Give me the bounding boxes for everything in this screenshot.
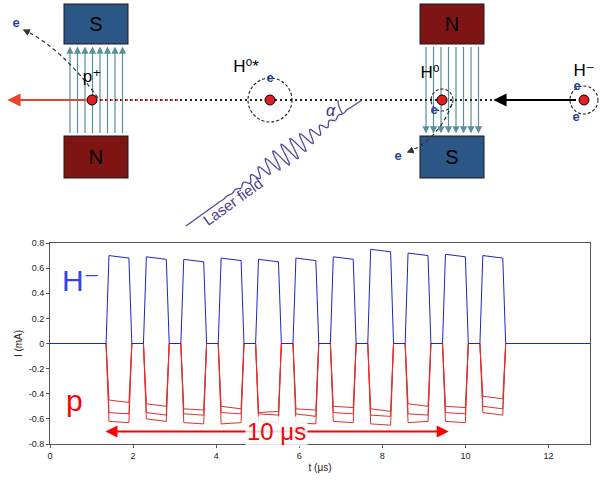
svg-text:4: 4 <box>214 451 219 461</box>
svg-text:6: 6 <box>297 451 302 461</box>
svg-text:12: 12 <box>543 451 553 461</box>
svg-text:0.8: 0.8 <box>32 238 45 248</box>
svg-text:e: e <box>573 78 580 93</box>
svg-text:I (mA): I (mA) <box>13 330 24 357</box>
svg-text:N: N <box>445 13 459 35</box>
svg-text:-0.2: -0.2 <box>29 364 45 374</box>
svg-text:S: S <box>445 146 458 168</box>
svg-text:-0.6: -0.6 <box>29 414 45 424</box>
svg-text:10 μs: 10 μs <box>247 418 306 445</box>
svg-text:10: 10 <box>460 451 470 461</box>
svg-text:0.6: 0.6 <box>32 263 45 273</box>
svg-text:e: e <box>394 148 401 163</box>
svg-text:H⁰: H⁰ <box>420 63 439 82</box>
svg-text:e: e <box>12 15 19 30</box>
svg-text:p: p <box>66 384 83 417</box>
svg-text:e: e <box>430 102 437 117</box>
svg-text:H⁻: H⁻ <box>573 61 594 80</box>
svg-text:H⁰*: H⁰* <box>233 57 259 76</box>
svg-text:H⁻: H⁻ <box>62 264 100 297</box>
svg-text:Laser field: Laser field <box>200 174 266 228</box>
svg-text:8: 8 <box>380 451 385 461</box>
svg-text:p⁺: p⁺ <box>83 67 101 86</box>
svg-text:t (μs): t (μs) <box>309 462 332 473</box>
svg-text:2: 2 <box>131 451 136 461</box>
svg-text:0.4: 0.4 <box>32 288 45 298</box>
svg-text:α: α <box>326 102 336 119</box>
svg-text:-0.4: -0.4 <box>29 389 45 399</box>
svg-text:S: S <box>89 13 102 35</box>
svg-text:0: 0 <box>39 339 44 349</box>
svg-text:0: 0 <box>47 451 52 461</box>
svg-text:e: e <box>572 109 579 124</box>
svg-text:0.2: 0.2 <box>32 314 45 324</box>
svg-text:-0.8: -0.8 <box>29 439 45 449</box>
svg-text:e: e <box>266 70 273 85</box>
svg-text:N: N <box>89 146 103 168</box>
